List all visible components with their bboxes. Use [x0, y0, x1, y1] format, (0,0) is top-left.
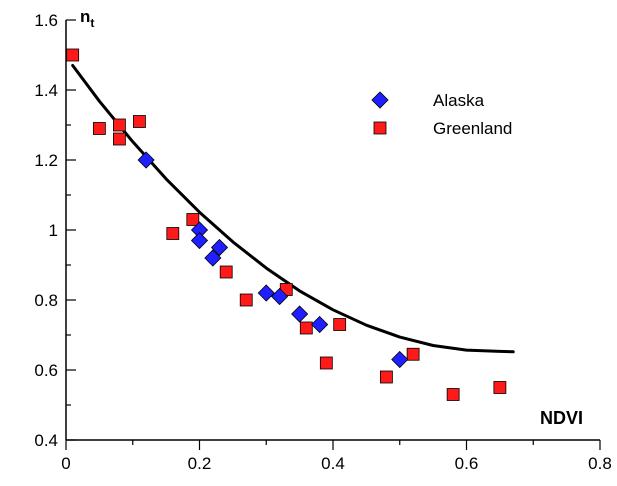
x-tick-label: 0.4: [321, 454, 345, 473]
legend-alaska-label: Alaska: [433, 91, 485, 110]
legend: Alaska Greenland: [371, 91, 512, 138]
legend-alaska-marker: [371, 91, 389, 109]
greenland-point: [92, 122, 106, 135]
y-tick-label: 1: [49, 221, 58, 240]
y-axis-label: nt: [80, 7, 94, 30]
x-tick-label: 0.8: [588, 454, 612, 473]
greenland-point: [113, 118, 126, 132]
y-axis-label-main: n: [80, 7, 90, 26]
legend-greenland-label: Greenland: [433, 119, 512, 138]
alaska-point: [291, 305, 309, 323]
alaska-point: [190, 231, 209, 250]
x-tick-label: 0: [61, 454, 70, 473]
alaska-point: [210, 238, 229, 257]
y-tick-label: 0.4: [34, 431, 58, 450]
greenland-point: [446, 388, 460, 401]
greenland-point: [186, 213, 200, 226]
greenland-point: [133, 115, 146, 128]
y-tick-label: 1.6: [34, 11, 58, 30]
x-tick-label: 0.2: [188, 454, 212, 473]
x-tick-label: 0.6: [455, 454, 479, 473]
x-axis-label: NDVI: [540, 408, 583, 428]
greenland-point: [493, 381, 507, 394]
greenland-point: [239, 293, 253, 307]
alaska-point: [137, 151, 155, 169]
alaska-point: [204, 249, 222, 267]
greenland-point: [299, 321, 313, 335]
greenland-point: [379, 370, 393, 384]
y-axis-label-subscript: t: [90, 16, 94, 30]
alaska-point: [271, 287, 289, 306]
greenland-point: [406, 347, 420, 361]
y-tick-label: 1.2: [34, 151, 58, 170]
greenland-point: [333, 318, 347, 331]
alaska-point: [311, 315, 329, 334]
greenland-point: [319, 356, 333, 370]
greenland-point: [219, 265, 233, 279]
greenland-point: [113, 132, 126, 146]
data-points: [66, 48, 507, 401]
alaska-point: [391, 350, 409, 369]
alaska-point: [257, 284, 275, 302]
y-tick-label: 1.4: [34, 81, 58, 100]
tick-marks: [65, 19, 601, 450]
greenland-point: [66, 48, 80, 62]
axes: [65, 20, 600, 441]
legend-greenland-marker: [373, 121, 387, 135]
y-tick-label: 0.6: [34, 361, 58, 380]
greenland-point: [166, 227, 180, 240]
y-tick-label: 0.8: [34, 291, 58, 310]
tick-labels: 0.4 0.6 0.8 1 1.2 1.4 1.6 0 0.2 0.4 0.6 0.8: [34, 11, 611, 473]
